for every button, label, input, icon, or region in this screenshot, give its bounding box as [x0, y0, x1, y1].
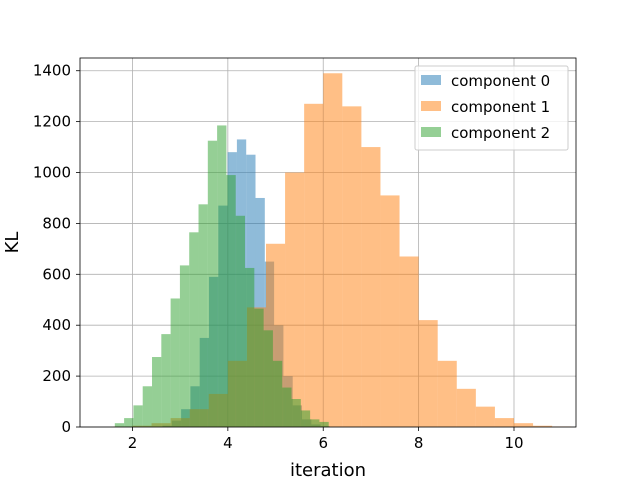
- histogram-bar: [310, 419, 320, 427]
- histogram-bar: [323, 73, 343, 427]
- histogram-bar: [152, 357, 162, 427]
- histogram-bar: [514, 423, 534, 427]
- histogram-bar: [533, 425, 553, 427]
- histogram-bar: [124, 418, 134, 427]
- histogram-bar: [475, 406, 495, 427]
- legend-swatch: [421, 101, 441, 111]
- histogram-bar: [142, 386, 153, 427]
- y-tick-label: 1400: [33, 62, 71, 80]
- y-axis-label: KL: [2, 232, 23, 254]
- y-tick-label: 600: [42, 265, 71, 283]
- y-tick-label: 800: [42, 214, 71, 232]
- histogram-bar: [179, 265, 190, 427]
- histogram-bar: [285, 172, 305, 427]
- histogram-bar: [235, 215, 246, 427]
- histogram-bar: [254, 308, 264, 427]
- legend-swatch: [421, 127, 441, 137]
- histogram-bar: [380, 195, 400, 427]
- y-tick-label: 400: [42, 316, 71, 334]
- histogram-bar: [300, 410, 311, 427]
- histogram-bar: [418, 320, 438, 427]
- histogram-bar: [304, 103, 324, 428]
- x-tick-label: 2: [128, 434, 138, 452]
- histogram-bar: [319, 421, 329, 427]
- histogram-bars: [113, 73, 572, 428]
- histogram-bar: [114, 423, 125, 427]
- histogram-bar: [217, 125, 227, 427]
- x-tick-label: 8: [414, 434, 424, 452]
- histogram-bar: [494, 418, 514, 427]
- histogram-bar: [207, 140, 218, 427]
- histogram-bar: [170, 298, 180, 427]
- histogram-bar: [437, 360, 457, 427]
- legend-label: component 1: [451, 98, 550, 116]
- x-tick-label: 6: [318, 434, 328, 452]
- legend-label: component 2: [451, 124, 550, 142]
- histogram-bar: [189, 232, 199, 427]
- x-tick-label: 10: [504, 434, 523, 452]
- legend-box: [414, 65, 569, 151]
- y-tick-label: 1200: [33, 113, 71, 131]
- x-tick-label: 4: [223, 434, 233, 452]
- legend-swatch: [421, 75, 441, 85]
- histogram-bar: [282, 387, 292, 427]
- histogram-bar: [263, 330, 273, 427]
- legend: component 0 component 1 component 2: [414, 65, 569, 151]
- histogram-bar: [198, 204, 208, 427]
- histogram-bar: [226, 175, 236, 427]
- histogram-bar: [272, 360, 283, 427]
- y-tick-label: 1000: [33, 164, 71, 182]
- plot-frame: [79, 57, 577, 428]
- y-tick-label: 200: [42, 367, 71, 385]
- y-tick-label: 0: [61, 418, 71, 436]
- histogram-bar: [399, 256, 419, 427]
- series-2-bars: [114, 125, 329, 427]
- histogram-bar: [245, 267, 255, 427]
- axis-ticks: 2 4 6 8 10 0 200 400 600 800 1000 1200 1400: [33, 62, 524, 452]
- histogram-bar: [291, 399, 301, 427]
- histogram-bar: [161, 334, 171, 427]
- histogram-bar: [342, 106, 362, 428]
- histogram-bar: [361, 147, 381, 427]
- histogram-bar: [456, 388, 476, 427]
- x-axis-label: iteration: [290, 460, 366, 480]
- histogram-bar: [133, 405, 143, 427]
- legend-label: component 0: [451, 72, 550, 90]
